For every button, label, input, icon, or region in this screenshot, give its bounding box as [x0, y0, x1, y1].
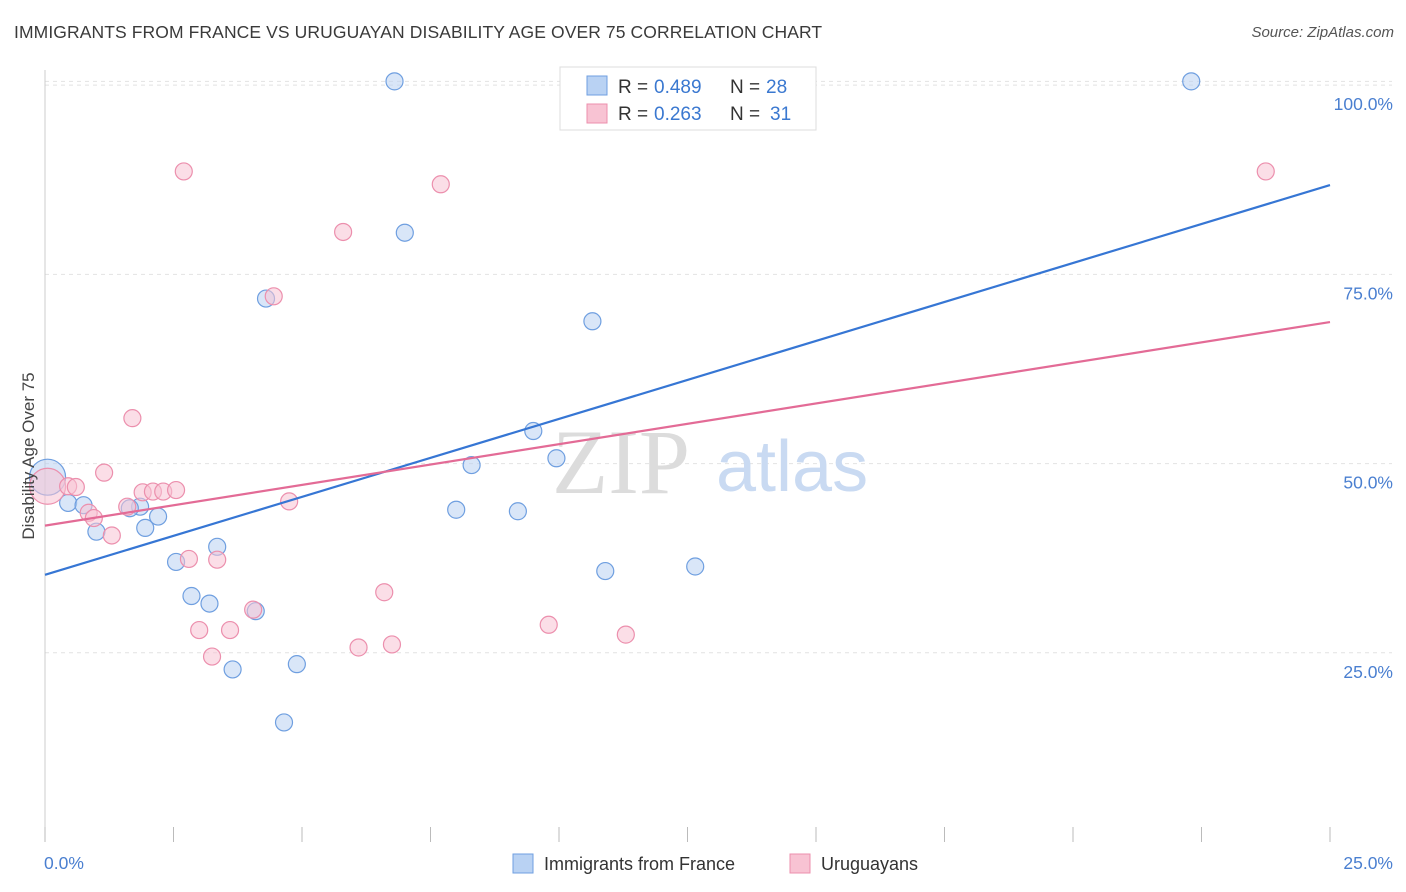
point-uruguayans: [334, 222, 353, 242]
y-axis-title: Disability Age Over 75: [19, 372, 38, 539]
point-immigrants-from-france: [686, 557, 705, 576]
axes: [44, 70, 1331, 842]
point-immigrants-from-france: [395, 223, 414, 242]
point-uruguayans: [539, 615, 558, 634]
chart-title: IMMIGRANTS FROM FRANCE VS URUGUAYAN DISA…: [14, 22, 823, 42]
watermark: ZIP atlas: [552, 411, 868, 513]
legend-n-label-1: N =: [730, 77, 760, 98]
point-uruguayans: [431, 175, 450, 194]
legend-swatch-blue: [586, 75, 608, 96]
watermark-atlas: atlas: [716, 427, 868, 507]
point-immigrants-from-france: [136, 518, 155, 538]
y-tick-label: 100.0%: [1334, 94, 1393, 114]
point-uruguayans: [202, 647, 222, 666]
data-points: [28, 72, 1275, 732]
legend-swatch-pink: [586, 103, 608, 124]
point-immigrants-from-france: [462, 455, 481, 475]
y-tick-label: 25.0%: [1343, 662, 1393, 682]
series-legend: Immigrants from France Uruguayans: [512, 853, 918, 874]
grid-lines: [45, 80, 1392, 654]
point-immigrants-from-france: [1182, 72, 1201, 91]
point-uruguayans: [166, 480, 186, 500]
point-uruguayans: [95, 463, 114, 482]
point-uruguayans: [616, 625, 635, 644]
point-uruguayans: [66, 477, 85, 497]
point-uruguayans: [349, 638, 368, 657]
legend-swatch-france: [512, 853, 534, 874]
legend-r-value-2: 0.263: [654, 104, 702, 125]
legend-label-france: Immigrants from France: [544, 854, 735, 874]
trend-line-immigrants-from-france: [44, 183, 1331, 576]
point-immigrants-from-france: [223, 660, 242, 679]
legend-n-label-2: N =: [730, 104, 760, 125]
y-tick-label: 50.0%: [1343, 473, 1393, 493]
point-uruguayans: [190, 620, 209, 640]
point-immigrants-from-france: [447, 500, 466, 519]
point-uruguayans: [220, 620, 240, 640]
point-immigrants-from-france: [524, 421, 543, 441]
point-uruguayans: [174, 162, 193, 181]
point-immigrants-from-france: [547, 449, 566, 468]
x-tick-label-min: 0.0%: [44, 853, 84, 873]
axis-labels: 100.0% 75.0% 50.0% 25.0% 0.0% 25.0% Disability…: [19, 94, 1393, 873]
point-uruguayans: [244, 600, 263, 619]
point-uruguayans: [102, 526, 121, 545]
point-immigrants-from-france: [385, 72, 404, 91]
point-immigrants-from-france: [583, 312, 602, 331]
point-uruguayans: [264, 287, 283, 306]
point-immigrants-from-france: [596, 561, 615, 581]
point-immigrants-from-france: [287, 655, 306, 674]
point-immigrants-from-france: [274, 713, 294, 732]
point-immigrants-from-france: [182, 586, 201, 606]
legend-swatch-uruguayans: [789, 853, 811, 874]
point-uruguayans: [1256, 162, 1275, 181]
point-uruguayans: [179, 549, 199, 569]
legend-r-label-2: R =: [618, 104, 648, 125]
y-tick-label: 75.0%: [1343, 283, 1393, 303]
source-label: Source: ZipAtlas.com: [1251, 24, 1394, 41]
trend-lines: [44, 183, 1331, 576]
point-immigrants-from-france: [508, 502, 527, 521]
legend-r-value-1: 0.489: [654, 77, 702, 98]
point-uruguayans: [382, 635, 402, 654]
x-tick-label-max: 25.0%: [1343, 853, 1393, 873]
correlation-legend: R = 0.489 N = 28 R = 0.263 N = 31: [559, 66, 817, 131]
point-uruguayans: [375, 583, 394, 602]
legend-label-uruguayans: Uruguayans: [821, 854, 918, 874]
legend-n-value-1: 28: [766, 77, 787, 98]
trend-line-uruguayans: [44, 320, 1331, 527]
legend-n-value-2: 31: [770, 104, 791, 125]
point-uruguayans: [208, 550, 227, 569]
point-immigrants-from-france: [200, 594, 219, 613]
point-uruguayans: [123, 409, 142, 428]
legend-r-label-1: R =: [618, 77, 648, 98]
